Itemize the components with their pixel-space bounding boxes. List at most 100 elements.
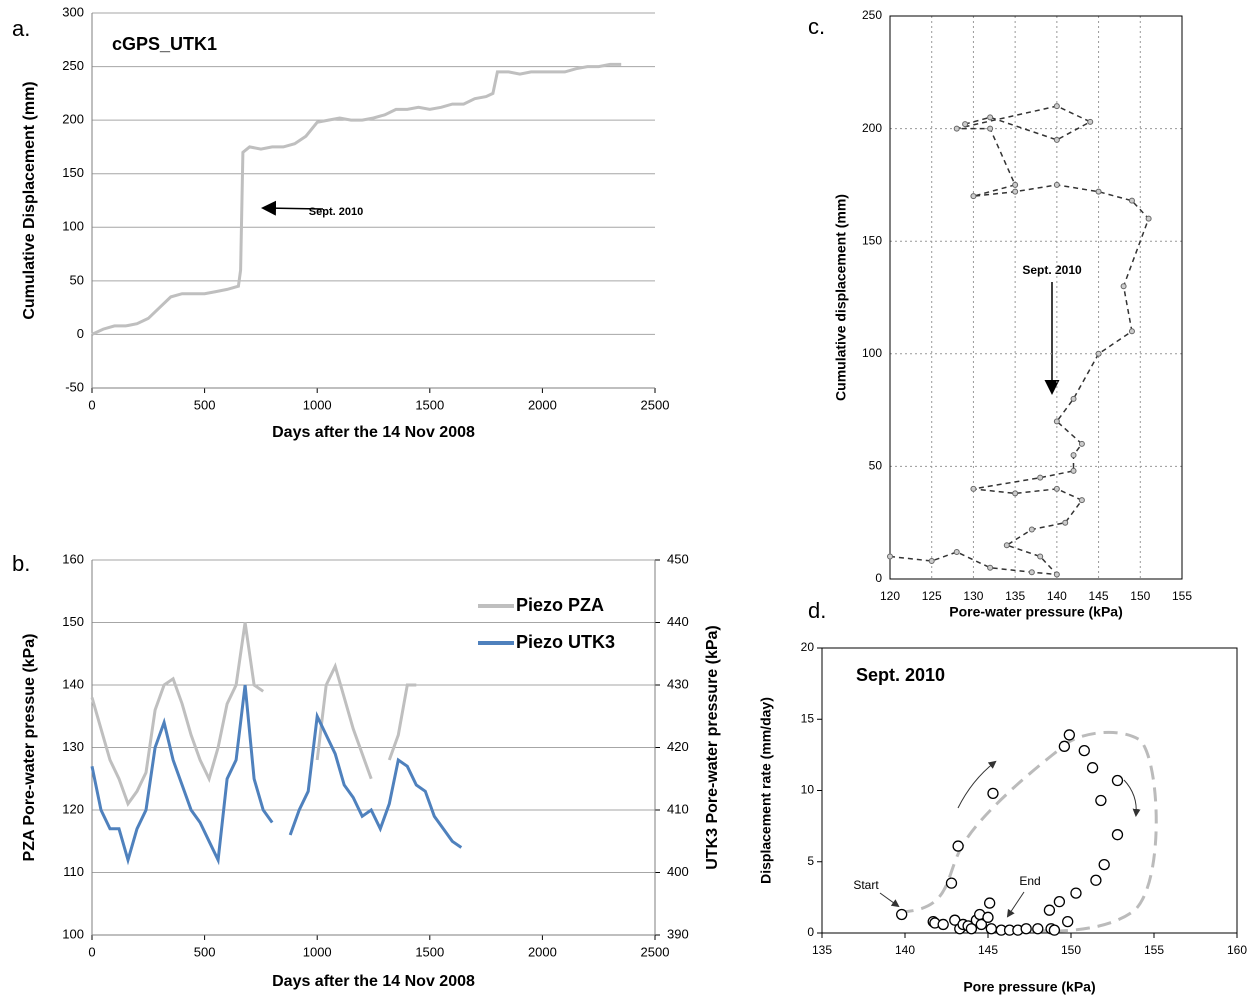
y2-tick-label: 450 — [667, 551, 689, 566]
point — [953, 125, 960, 132]
point — [1111, 829, 1124, 841]
y-tick-label: 50 — [869, 459, 883, 473]
y-tick-label: 130 — [62, 739, 84, 754]
y-tick-label: 120 — [62, 801, 84, 816]
point — [1043, 904, 1056, 916]
y2-tick-label: 410 — [667, 801, 689, 816]
point — [1078, 497, 1085, 504]
x-tick-label: 1000 — [303, 944, 332, 959]
x-tick-label: 150 — [1061, 943, 1081, 957]
y-tick-label: 150 — [62, 165, 84, 180]
x-tick-label: 1000 — [303, 397, 332, 412]
x-tick-label: 500 — [194, 397, 216, 412]
y-tick-label: 0 — [875, 571, 882, 585]
y-tick-label: 0 — [77, 326, 84, 341]
y-axis-label: Cumulative displacement (mm) — [833, 194, 849, 401]
annotation: Sept. 2010 — [1022, 263, 1082, 277]
point — [984, 897, 996, 909]
x-tick-label: 2500 — [641, 397, 670, 412]
y-tick-label: 15 — [801, 711, 815, 725]
y2-tick-label: 430 — [667, 676, 689, 691]
chart-title: Sept. 2010 — [856, 665, 945, 685]
point — [1086, 762, 1099, 774]
y-tick-label: 10 — [801, 783, 815, 797]
y-tick-label: 200 — [62, 112, 84, 127]
x-tick-label: 150 — [1130, 589, 1150, 603]
data-line — [90, 622, 417, 807]
x-tick-label: 135 — [1005, 589, 1025, 603]
y-tick-label: 250 — [62, 58, 84, 73]
y-tick-label: 160 — [62, 551, 84, 566]
x-axis-label: Pore-water pressure (kPa) — [949, 604, 1123, 620]
x-tick-label: 120 — [880, 589, 900, 603]
y-tick-label: 100 — [862, 346, 882, 360]
x-axis-label: Days after the 14 Nov 2008 — [272, 973, 475, 990]
x-tick-label: 2500 — [641, 944, 670, 959]
y-tick-label: 150 — [62, 614, 84, 629]
point — [1032, 923, 1044, 935]
y-tick-label: 300 — [62, 4, 84, 19]
point — [937, 918, 949, 931]
point — [970, 193, 977, 200]
point — [945, 877, 958, 889]
point — [970, 485, 977, 492]
arrow — [957, 760, 997, 809]
point — [1128, 197, 1135, 204]
point — [1145, 215, 1152, 222]
y2-tick-label: 440 — [667, 614, 689, 629]
y-tick-label: 50 — [70, 272, 84, 287]
point — [952, 840, 964, 852]
point — [1062, 915, 1074, 928]
y-tick-label: 200 — [862, 121, 882, 135]
y-tick-label: 110 — [63, 864, 84, 879]
x-tick-label: 1500 — [415, 944, 444, 959]
point — [1063, 729, 1075, 741]
y-tick-label: 0 — [807, 925, 814, 939]
legend-label: Piezo PZA — [516, 595, 604, 615]
x-tick-label: 500 — [194, 944, 216, 959]
y2-tick-label: 420 — [667, 739, 689, 754]
point — [1012, 188, 1019, 195]
arrow — [879, 892, 900, 908]
point — [1053, 571, 1060, 578]
point — [962, 121, 969, 128]
point — [1053, 418, 1060, 425]
point — [1028, 569, 1035, 576]
point — [1128, 328, 1135, 335]
point — [1012, 181, 1019, 188]
point — [953, 548, 960, 555]
x-tick-label: 140 — [895, 943, 915, 957]
y-tick-label: 150 — [862, 233, 882, 247]
point — [1095, 188, 1102, 195]
point — [1003, 542, 1010, 549]
point — [1028, 526, 1035, 533]
point — [1078, 440, 1085, 447]
x-tick-label: 2000 — [528, 944, 557, 959]
legend-label: Piezo UTK3 — [516, 632, 615, 652]
point — [987, 114, 994, 121]
x-tick-label: 155 — [1172, 589, 1192, 603]
point — [1098, 858, 1110, 871]
y-tick-label: -50 — [65, 379, 84, 394]
x-tick-label: 135 — [812, 943, 832, 957]
annotation: Start — [853, 878, 879, 892]
point — [1020, 923, 1032, 935]
data-line — [90, 684, 463, 866]
x-tick-label: 130 — [963, 589, 983, 603]
x-tick-label: 0 — [88, 944, 95, 959]
point — [1070, 467, 1077, 474]
point — [982, 911, 994, 923]
point — [1070, 395, 1077, 402]
x-tick-label: 1500 — [415, 397, 444, 412]
point — [1053, 103, 1060, 110]
point — [1053, 896, 1066, 908]
data-line — [91, 62, 622, 336]
x-tick-label: 125 — [922, 589, 942, 603]
point — [987, 125, 994, 132]
point — [887, 553, 893, 560]
point — [1037, 474, 1044, 481]
arrow — [1006, 891, 1025, 918]
panel-label: b. — [12, 551, 30, 576]
y-tick-label: 20 — [801, 640, 815, 654]
